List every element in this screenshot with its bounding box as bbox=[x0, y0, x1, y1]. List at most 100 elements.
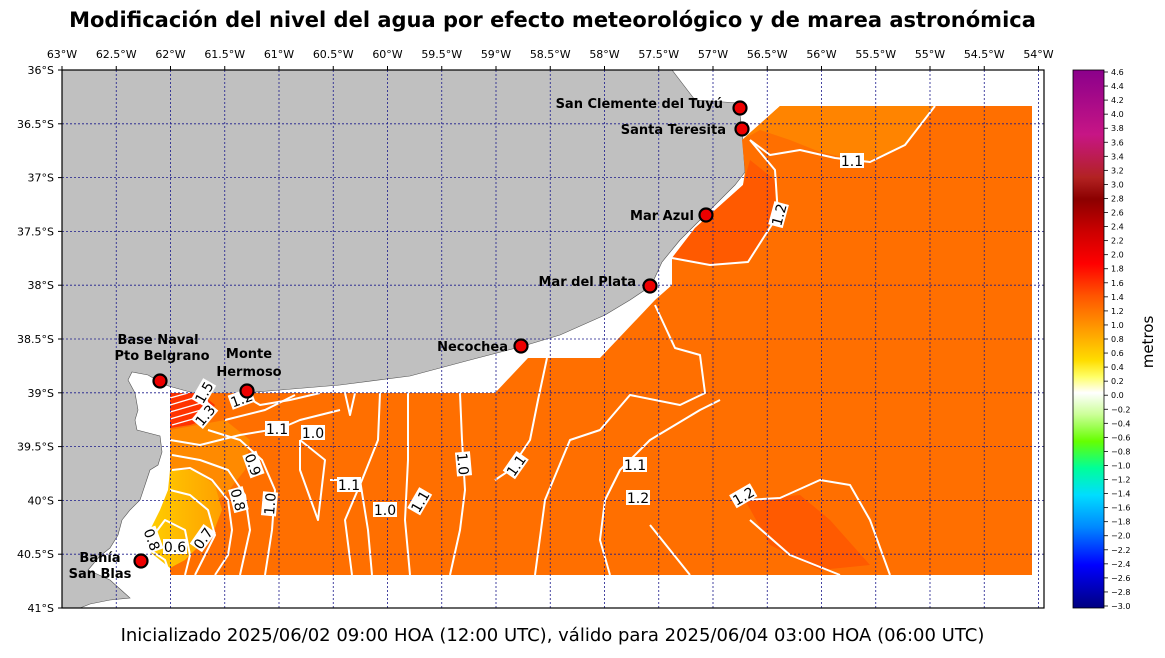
colorbar-tick-label: 4.4 bbox=[1111, 82, 1124, 91]
lon-tick-label: 56°W bbox=[806, 48, 836, 61]
lat-tick-label: 39°S bbox=[28, 387, 54, 400]
lon-tick-label: 56.5°W bbox=[747, 48, 788, 61]
field-dark-zone bbox=[672, 160, 775, 265]
lat-tick-label: 38°S bbox=[28, 279, 54, 292]
station-marker: Monte Hermoso bbox=[216, 347, 282, 399]
lat-tick-label: 36°S bbox=[28, 64, 54, 77]
init-valid-caption: Inicializado 2025/06/02 09:00 HOA (12:00… bbox=[120, 625, 985, 646]
colorbar-tick-label: −1.4 bbox=[1111, 490, 1130, 499]
lon-tick-label: 60°W bbox=[372, 48, 402, 61]
colorbar-tick-label: 0.2 bbox=[1111, 377, 1124, 386]
contour-label: 0.9 bbox=[241, 450, 265, 479]
colorbar-tick-label: 0.4 bbox=[1111, 363, 1124, 372]
lon-tick-label: 54.5°W bbox=[964, 48, 1005, 61]
contour-label: 1.1 bbox=[337, 477, 361, 494]
station-marker: San Clemente del Tuyú bbox=[556, 97, 748, 116]
contour-label: 1.1 bbox=[265, 421, 289, 438]
lon-tick-label: 59°W bbox=[481, 48, 511, 61]
lat-tick-label: 37.5°S bbox=[17, 225, 54, 238]
svg-text:0.9: 0.9 bbox=[241, 452, 264, 478]
colorbar-tick-label: −0.2 bbox=[1111, 405, 1130, 414]
colorbar-tick-label: 2.6 bbox=[1111, 209, 1124, 218]
svg-text:0.6: 0.6 bbox=[164, 540, 186, 556]
lon-tick-label: 58°W bbox=[589, 48, 619, 61]
forecast-field bbox=[170, 106, 1032, 575]
latitude-axis: 36°S 36.5°S 37°S 37.5°S 38°S 38.5°S 39°S 39.5°S… bbox=[17, 64, 62, 615]
contour-label: 1.1 bbox=[840, 153, 864, 170]
colorbar-tick-label: 3.2 bbox=[1111, 166, 1124, 175]
colorbar-tick-label: −2.8 bbox=[1111, 588, 1130, 597]
colorbar-tick-label: −2.6 bbox=[1111, 574, 1130, 583]
colorbar-label: metros bbox=[1139, 316, 1157, 369]
lat-tick-label: 40.5°S bbox=[17, 548, 54, 561]
station-markers: San Clemente del Tuyú Santa Teresita Mar A… bbox=[69, 97, 750, 582]
longitude-axis: 63°W 62.5°W 62°W 61.5°W 61°W 60.5°W 60°W 59.5°W… bbox=[47, 48, 1054, 70]
contour-label: 1.2 bbox=[768, 201, 791, 229]
lat-tick-label: 36.5°S bbox=[17, 118, 54, 131]
colorbar-tick-label: 0.0 bbox=[1111, 391, 1124, 400]
colorbar-tick-label: 2.8 bbox=[1111, 194, 1124, 203]
contour-label: 1.0 bbox=[453, 451, 473, 477]
colorbar-tick-label: 2.4 bbox=[1111, 223, 1124, 232]
svg-text:1.2: 1.2 bbox=[627, 491, 649, 507]
station-marker: Mar del Plata bbox=[539, 275, 658, 294]
colorbar-tick-label: −1.8 bbox=[1111, 518, 1130, 527]
svg-text:1.0: 1.0 bbox=[374, 503, 396, 519]
colorbar-tick-label: −1.0 bbox=[1111, 461, 1130, 470]
lon-tick-label: 61.5°W bbox=[204, 48, 245, 61]
svg-text:Monte: Monte bbox=[226, 347, 272, 362]
colorbar-tick-label: −2.0 bbox=[1111, 532, 1130, 541]
contour-label: 1.0 bbox=[260, 491, 280, 517]
contour-label: 1.0 bbox=[373, 502, 397, 519]
contour-label: 1.2 bbox=[626, 490, 650, 507]
colorbar-tick-label: 1.8 bbox=[1111, 265, 1124, 274]
svg-text:Bahía: Bahía bbox=[79, 551, 120, 566]
graticule bbox=[62, 70, 1044, 608]
svg-text:1.1: 1.1 bbox=[624, 458, 646, 474]
station-marker: Santa Teresita bbox=[621, 121, 750, 138]
svg-text:1.2: 1.2 bbox=[769, 202, 790, 228]
field-light-band bbox=[742, 106, 935, 162]
svg-text:Santa Teresita: Santa Teresita bbox=[621, 123, 726, 138]
lat-tick-label: 38.5°S bbox=[17, 333, 54, 346]
lon-tick-label: 55°W bbox=[915, 48, 945, 61]
colorbar-tick-label: −0.6 bbox=[1111, 433, 1130, 442]
svg-text:1.0: 1.0 bbox=[302, 426, 324, 442]
lat-tick-label: 37°S bbox=[28, 172, 54, 185]
lon-tick-label: 58.5°W bbox=[530, 48, 571, 61]
colorbar-tick-label: 1.0 bbox=[1111, 321, 1124, 330]
colorbar-tick-label: 4.2 bbox=[1111, 96, 1124, 105]
colorbar-tick-label: −3.0 bbox=[1111, 602, 1130, 611]
svg-text:Hermoso: Hermoso bbox=[216, 365, 281, 380]
lon-tick-label: 55.5°W bbox=[855, 48, 896, 61]
lon-tick-label: 62°W bbox=[155, 48, 185, 61]
colorbar-tick-label: 1.2 bbox=[1111, 307, 1124, 316]
colorbar-tick-label: 1.4 bbox=[1111, 293, 1124, 302]
colorbar bbox=[1072, 69, 1105, 609]
lat-tick-label: 41°S bbox=[28, 602, 54, 615]
svg-text:Necochea: Necochea bbox=[437, 340, 508, 355]
colorbar-tick-label: 3.8 bbox=[1111, 124, 1124, 133]
svg-text:San Blas: San Blas bbox=[69, 567, 132, 582]
svg-text:1.1: 1.1 bbox=[266, 422, 288, 438]
lon-tick-label: 57°W bbox=[698, 48, 728, 61]
lat-tick-label: 40°S bbox=[28, 494, 54, 507]
field-dark-zone-east bbox=[745, 495, 870, 570]
colorbar-tick-label: −2.4 bbox=[1111, 560, 1130, 569]
svg-text:0.8: 0.8 bbox=[140, 527, 163, 553]
contour-label: 0.6 bbox=[163, 539, 187, 556]
colorbar-tick-label: 1.6 bbox=[1111, 279, 1124, 288]
contour-label: 1.0 bbox=[301, 425, 325, 442]
lon-tick-label: 63°W bbox=[47, 48, 77, 61]
colorbar-tick-label: 2.2 bbox=[1111, 237, 1124, 246]
lon-tick-label: 62.5°W bbox=[96, 48, 137, 61]
colorbar-tick-label: 0.6 bbox=[1111, 349, 1124, 358]
lon-tick-label: 57.5°W bbox=[638, 48, 679, 61]
lon-tick-label: 61°W bbox=[264, 48, 294, 61]
svg-text:1.0: 1.0 bbox=[262, 492, 280, 516]
colorbar-tick-label: 4.6 bbox=[1111, 68, 1124, 77]
contour-label: 1.1 bbox=[623, 457, 647, 474]
